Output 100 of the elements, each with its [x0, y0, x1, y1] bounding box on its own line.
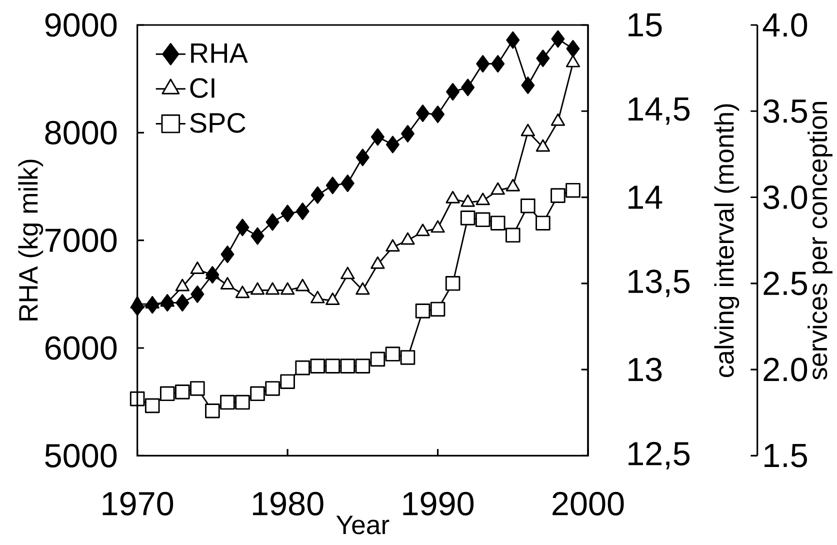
point	[536, 216, 550, 230]
point	[250, 282, 265, 295]
point	[551, 30, 565, 48]
point	[160, 386, 175, 402]
point	[190, 381, 205, 396]
point	[370, 128, 384, 146]
point	[490, 182, 505, 195]
x-axis-title: Year	[336, 516, 390, 534]
point	[476, 55, 490, 72]
point	[566, 182, 580, 198]
y3-tick-label: 2.0	[764, 358, 808, 382]
point	[220, 394, 235, 410]
y3-tick-label: 4.0	[762, 13, 808, 37]
point	[310, 358, 326, 374]
point	[310, 186, 324, 204]
point	[280, 204, 294, 222]
point	[521, 76, 535, 94]
point	[386, 239, 400, 252]
point	[401, 125, 414, 142]
point	[400, 232, 415, 245]
y-tick-label: 8000	[45, 120, 117, 144]
point	[265, 381, 280, 396]
point	[220, 246, 234, 264]
y2-tick-label: 13,5	[628, 270, 690, 298]
y2-tick-label: 13	[628, 358, 662, 382]
point	[416, 104, 430, 122]
y3-tick-label: 3.5	[763, 99, 808, 123]
point	[146, 296, 160, 314]
y-tick-label: 7000	[46, 228, 117, 252]
x-tick-label: 1970	[102, 492, 174, 516]
point	[446, 83, 460, 100]
point	[446, 190, 460, 204]
point	[356, 282, 370, 295]
point	[340, 358, 356, 374]
point	[430, 220, 445, 233]
x-tick-label: 2000	[552, 492, 624, 516]
point	[416, 224, 430, 236]
point	[160, 294, 174, 312]
x-tick-label: 1990	[403, 492, 474, 516]
point	[566, 54, 580, 68]
point	[370, 352, 386, 367]
point	[280, 374, 295, 389]
point	[266, 213, 280, 231]
point	[460, 194, 475, 207]
point	[295, 278, 310, 292]
point	[144, 398, 160, 414]
point	[536, 50, 550, 68]
point	[175, 384, 190, 400]
point	[205, 403, 220, 418]
point	[296, 202, 310, 220]
y2-tick-label: 14	[628, 186, 662, 209]
legend-label: RHA	[191, 44, 248, 63]
y3-tick-label: 2.5	[764, 272, 808, 296]
point	[385, 346, 400, 362]
y3-tick-label: 3.0	[763, 185, 808, 210]
point	[520, 198, 536, 214]
point	[190, 285, 204, 303]
point	[250, 227, 264, 245]
point	[505, 228, 520, 243]
y3-tick-label: 1.5	[764, 444, 808, 468]
y2-tick-label: 12,5	[628, 442, 690, 470]
y2-tick-label: 14,5	[628, 98, 690, 125]
point	[130, 298, 144, 316]
point	[220, 277, 235, 290]
point	[265, 282, 280, 295]
y-tick-label: 9000	[45, 13, 117, 37]
point	[280, 282, 295, 295]
point	[566, 40, 580, 58]
point	[326, 292, 340, 306]
point	[550, 188, 566, 203]
point	[386, 136, 400, 154]
x-tick-label: 1980	[253, 492, 324, 516]
point	[445, 276, 460, 291]
point	[430, 302, 446, 317]
y2-tick-label: 15	[628, 13, 662, 37]
point	[206, 266, 220, 284]
point	[520, 124, 536, 136]
point	[356, 148, 370, 166]
point	[476, 192, 490, 206]
point	[235, 286, 250, 298]
y2-axis-title: calving interval (month)	[714, 104, 740, 378]
point	[326, 176, 340, 194]
y-axis-title: RHA (kg milk)	[18, 160, 44, 320]
point	[250, 386, 265, 402]
y3-axis-title: services per conception	[808, 102, 832, 380]
point	[506, 178, 520, 192]
point	[190, 262, 205, 274]
point	[176, 294, 190, 312]
point	[355, 358, 370, 374]
point	[460, 210, 476, 226]
y-tick-label: 5000	[45, 444, 117, 468]
point	[475, 212, 490, 228]
point	[295, 360, 310, 376]
point	[370, 256, 385, 269]
y-tick-label: 6000	[45, 336, 117, 360]
point	[235, 394, 250, 410]
point	[506, 31, 520, 49]
point	[236, 218, 250, 236]
point	[310, 290, 325, 304]
point	[550, 113, 566, 126]
